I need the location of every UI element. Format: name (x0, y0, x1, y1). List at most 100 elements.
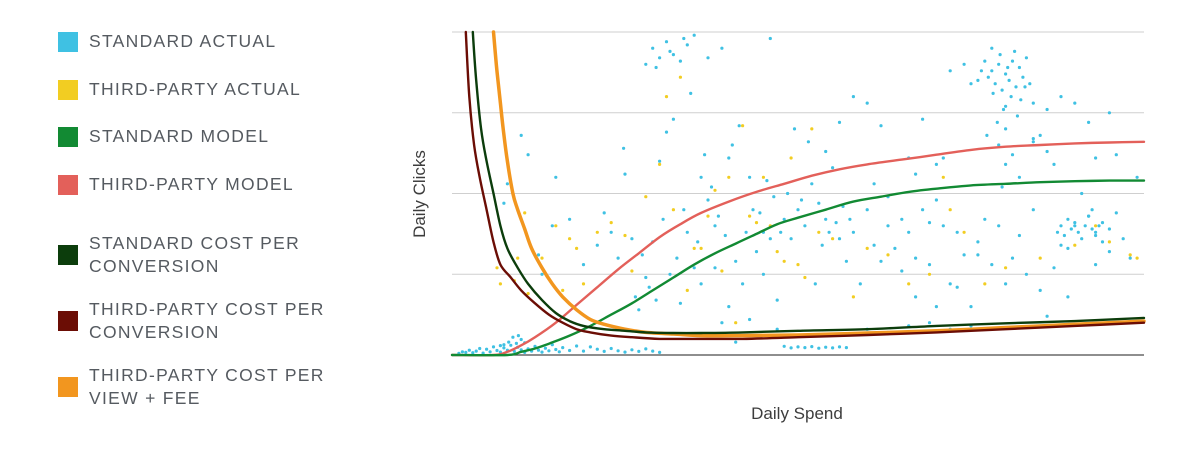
standard-actual-point (824, 345, 828, 349)
standard-actual-point (820, 243, 824, 247)
standard-actual-point (748, 317, 752, 322)
standard-actual-point (900, 217, 904, 221)
legend-label: STANDARD COST PER CONVERSION (89, 233, 301, 276)
standard-cpc-line (471, 30, 1146, 335)
standard-actual-point (1045, 149, 1049, 154)
legend-label: THIRD-PARTY MODEL (89, 174, 294, 194)
legend-label: STANDARD MODEL (89, 126, 270, 146)
standard-actual-point (581, 263, 586, 267)
standard-actual-point (637, 308, 641, 312)
standard-actual-point (848, 217, 852, 221)
standard-actual-point (831, 346, 835, 350)
standard-actual-point (609, 346, 613, 351)
third-party-actual-point (706, 214, 710, 218)
standard-actual-point (1087, 214, 1091, 218)
standard-actual-point (948, 69, 952, 73)
standard-actual-point (495, 348, 499, 353)
standard-actual-point (658, 56, 662, 60)
standard-actual-point (568, 217, 572, 221)
standard-actual-point (622, 146, 626, 150)
standard-actual-point (1031, 101, 1035, 105)
standard-actual-point (727, 156, 731, 160)
standard-actual-point (720, 46, 724, 50)
third-party-actual-point (748, 214, 752, 218)
standard-actual-point (696, 240, 700, 244)
standard-actual-point (1001, 107, 1006, 112)
third-party-actual-point (754, 221, 759, 225)
standard-actual-point (554, 347, 558, 352)
standard-actual-point (647, 285, 651, 289)
third-party-actual-point (1128, 253, 1132, 257)
legend-swatch (58, 174, 78, 195)
standard-actual-point (505, 182, 509, 186)
standard-actual-point (485, 347, 489, 351)
standard-actual-point (921, 208, 925, 212)
standard-actual-point (651, 349, 655, 353)
third-party-actual-point (699, 246, 703, 250)
third-party-actual-point (803, 275, 807, 280)
standard-actual-point (765, 179, 769, 183)
standard-actual-point (1013, 49, 1017, 54)
third-party-actual-point (1004, 266, 1008, 270)
third-party-cpv-line (491, 30, 1146, 338)
third-party-actual-point (761, 175, 766, 179)
standard-actual-point (997, 224, 1001, 228)
standard-actual-point (1017, 65, 1022, 70)
standard-actual-point (668, 272, 672, 276)
standard-actual-point (1114, 211, 1118, 215)
standard-actual-point (837, 237, 842, 241)
standard-actual-point (716, 214, 721, 218)
legend-item-third-party-model: THIRD-PARTY MODEL (58, 173, 294, 196)
standard-actual-point (976, 240, 980, 244)
standard-actual-point (685, 43, 689, 47)
standard-actual-point (511, 335, 515, 339)
third-party-actual-point (685, 288, 689, 292)
third-party-actual-point (1107, 240, 1111, 244)
standard-actual-point (664, 40, 669, 44)
standard-actual-point (1107, 227, 1111, 231)
standard-actual-point (478, 346, 482, 351)
standard-actual-point (844, 259, 849, 263)
standard-actual-point (844, 346, 849, 350)
standard-actual-point (1066, 217, 1070, 221)
third-party-actual-point (495, 266, 499, 270)
standard-actual-point (799, 198, 804, 202)
standard-actual-point (1024, 56, 1028, 60)
legend-label: THIRD-PARTY ACTUAL (89, 79, 302, 99)
standard-actual-point (1031, 137, 1035, 141)
third-party-actual-point (782, 259, 786, 263)
standard-actual-point (502, 343, 506, 347)
standard-actual-point (1135, 175, 1139, 179)
third-party-actual-point (720, 269, 724, 273)
third-party-actual-point (831, 237, 835, 241)
standard-actual-point (1080, 191, 1084, 196)
legend-swatch (58, 377, 78, 397)
standard-actual-point (654, 298, 658, 302)
standard-actual-point (460, 350, 464, 354)
standard-actual-point (893, 246, 897, 250)
standard-actual-point (758, 211, 762, 215)
standard-actual-point (748, 175, 752, 179)
third-party-actual-point (941, 175, 945, 179)
standard-actual-point (1000, 185, 1004, 189)
standard-actual-point (990, 69, 994, 73)
standard-actual-point (1019, 98, 1023, 102)
standard-actual-point (675, 256, 679, 260)
standard-actual-point (810, 182, 814, 186)
third-party-actual-point (851, 295, 856, 299)
standard-actual-point (914, 295, 918, 299)
standard-actual-point (1066, 295, 1070, 299)
standard-actual-point (1090, 227, 1094, 231)
standard-actual-point (547, 349, 551, 353)
standard-actual-point (744, 230, 748, 234)
standard-actual-point (779, 230, 783, 234)
legend-label: THIRD-PARTY COST PER VIEW + FEE (89, 365, 325, 408)
standard-actual-point (678, 301, 683, 305)
standard-actual-point (706, 56, 710, 60)
standard-actual-point (509, 343, 513, 347)
standard-actual-point (1009, 95, 1013, 99)
standard-actual-point (1004, 282, 1008, 286)
standard-actual-point (581, 349, 586, 353)
standard-actual-point (995, 120, 999, 124)
standard-actual-point (1000, 88, 1004, 92)
